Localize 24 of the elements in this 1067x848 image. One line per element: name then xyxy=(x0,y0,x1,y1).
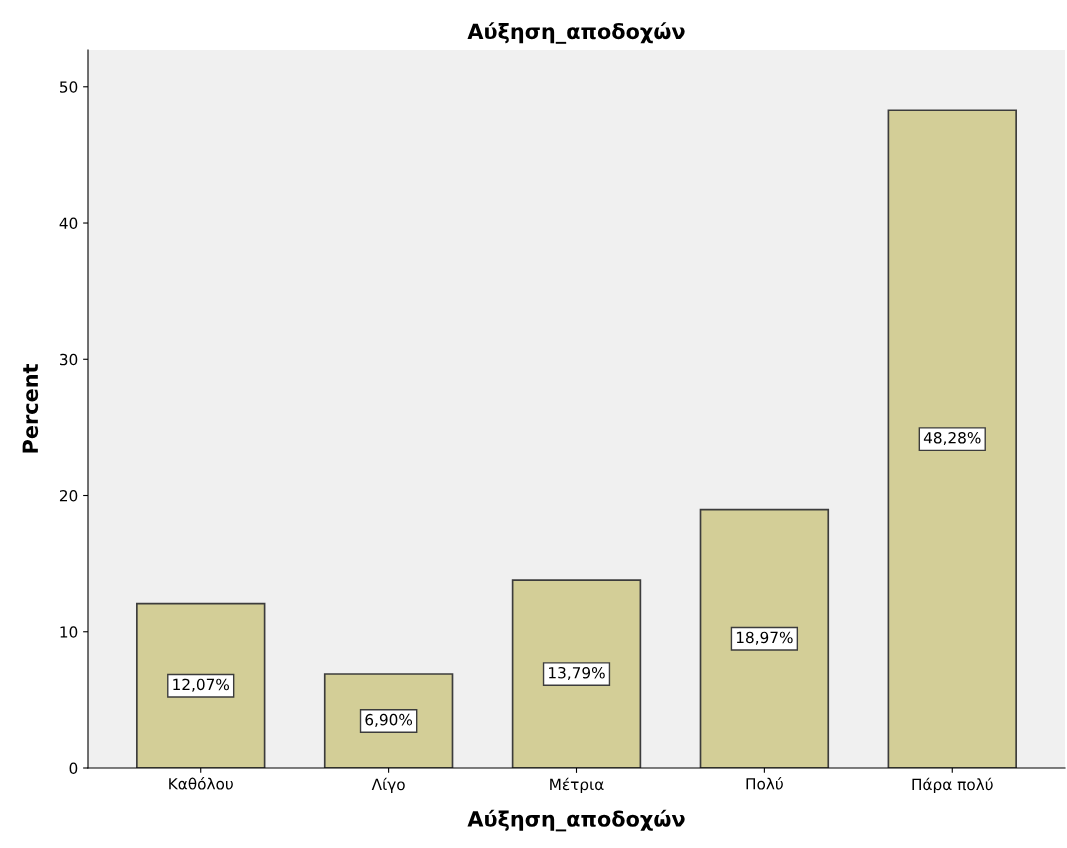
bar xyxy=(323,673,454,768)
x-tick-label: Πολύ xyxy=(746,777,783,790)
x-tick-label: Καθόλου xyxy=(169,777,233,790)
y-tick-label: 40 xyxy=(59,217,78,230)
data-label: 18,97% xyxy=(736,631,793,645)
y-tick-label: 30 xyxy=(60,353,78,366)
data-label: 48,28% xyxy=(923,431,981,446)
data-label: 6,90% xyxy=(365,713,413,727)
bar xyxy=(887,109,1017,768)
y-tick-label: 10 xyxy=(60,626,78,638)
y-tick-label: 20 xyxy=(59,489,78,502)
y-axis-title: Percent xyxy=(22,364,39,453)
x-tick-label: Μέτρια xyxy=(550,777,604,794)
data-label: 13,79% xyxy=(549,666,605,681)
bar xyxy=(699,508,830,768)
bar xyxy=(511,579,642,768)
x-axis-title: Αύξηση_αποδοχών xyxy=(467,809,685,832)
x-tick-label: Λίγο xyxy=(371,777,405,794)
chart-title: Αύξηση_αποδοχών xyxy=(467,22,685,44)
y-tick-label: 0 xyxy=(69,762,78,775)
y-tick-label: 50 xyxy=(60,81,78,93)
x-tick-label: Πάρα πολύ xyxy=(912,777,993,794)
bar xyxy=(136,602,266,768)
data-label: 12,07% xyxy=(173,678,230,692)
